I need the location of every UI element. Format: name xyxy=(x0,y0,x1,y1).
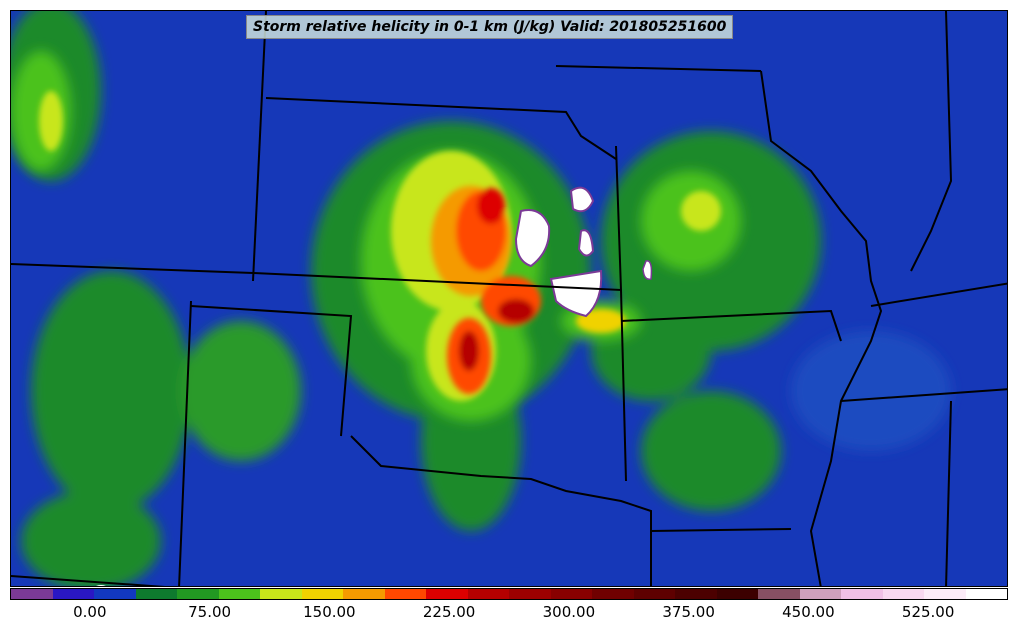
colorbar-tick-label: 75.00 xyxy=(188,603,232,621)
colorbar-segment xyxy=(94,589,136,599)
colorbar-segment xyxy=(301,589,343,599)
colorbar-segment xyxy=(135,589,177,599)
colorbar-segment xyxy=(260,589,302,599)
colorbar-segment xyxy=(716,589,758,599)
colorbar-segment xyxy=(52,589,94,599)
colorbar-tick-label: 375.00 xyxy=(662,603,715,621)
colorbar-segment xyxy=(633,589,675,599)
colorbar-segment xyxy=(965,589,1007,599)
colorbar-segment xyxy=(799,589,841,599)
white-max-zones xyxy=(96,186,653,586)
colorbar-tick-label: 525.00 xyxy=(901,603,955,621)
colorbar-segment xyxy=(343,589,385,599)
colorbar-segment xyxy=(467,589,509,599)
colorbar-segment xyxy=(218,589,260,599)
colorbar-segment xyxy=(592,589,634,599)
colorbar-segment xyxy=(675,589,717,599)
colorbar-tick-label: 0.00 xyxy=(73,603,107,621)
colorbar-segment xyxy=(841,589,883,599)
map-panel xyxy=(10,10,1008,587)
colorbar-tick-label: 300.00 xyxy=(542,603,596,621)
high-helicity-zones xyxy=(431,186,541,394)
colorbar-segment xyxy=(882,589,924,599)
colorbar-segment xyxy=(426,589,468,599)
colorbar-segment xyxy=(924,589,966,599)
colorbar-segment xyxy=(177,589,219,599)
colorbar-segment xyxy=(509,589,551,599)
colorbar-tick-label: 225.00 xyxy=(422,603,476,621)
colorbar-tick-label: 450.00 xyxy=(782,603,835,621)
colorbar-segment xyxy=(384,589,426,599)
state-boundaries xyxy=(11,11,1007,586)
colorbar-tick-label: 150.00 xyxy=(303,603,356,621)
colorbar xyxy=(10,588,1008,600)
helicity-map xyxy=(11,11,1007,586)
colorbar-segment xyxy=(550,589,592,599)
colorbar-tick-labels: 0.00 75.00 150.00 225.00 300.00 375.00 450.00 5… xyxy=(10,603,1008,623)
map-title: Storm relative helicity in 0-1 km (J/kg)… xyxy=(246,15,734,39)
colorbar-segment xyxy=(758,589,800,599)
colorbar-segment xyxy=(11,589,53,599)
